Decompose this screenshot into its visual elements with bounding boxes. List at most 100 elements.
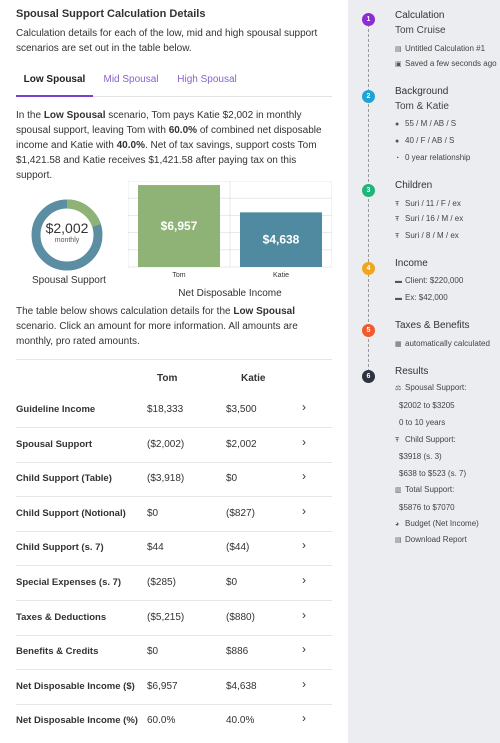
row-value-tom[interactable]: ($3,918) <box>147 473 185 485</box>
chevron-right-icon[interactable]: › <box>302 573 306 587</box>
row-value-katie[interactable]: $4,638 <box>226 680 257 692</box>
chevron-right-icon[interactable]: › <box>302 676 306 691</box>
table-row[interactable]: Net Disposable Income ($) $6,957 $4,638 › <box>16 670 332 705</box>
step-number-badge[interactable]: 6 <box>362 370 375 383</box>
step-title[interactable]: Calculation <box>395 10 445 21</box>
table-row[interactable]: Child Support (s. 7) $44 ($44) › <box>16 531 332 567</box>
detail-icon: ▤ <box>395 46 402 53</box>
detail-icon: Ŧ <box>395 201 400 208</box>
chevron-right-icon[interactable]: › <box>302 607 306 622</box>
table-row[interactable]: Child Support (Notional) $0 ($827) › <box>16 497 332 532</box>
result-value: 0 to 10 years <box>399 418 446 427</box>
result-value: $638 to $523 (s. 7) <box>399 469 467 478</box>
row-value-katie[interactable]: ($880) <box>226 611 255 623</box>
chevron-right-icon[interactable]: › <box>302 538 306 553</box>
row-label: Taxes & Deductions <box>16 611 107 623</box>
row-value-tom[interactable]: $0 <box>147 646 159 658</box>
row-value-tom[interactable]: 60.0% <box>147 715 176 727</box>
row-value-katie[interactable]: $2,002 <box>226 438 257 450</box>
result-item[interactable]: Ŧ Child Support: <box>395 435 456 444</box>
summary-text: of combined net disposable income and Ka… <box>16 125 322 151</box>
column-header-katie: Katie <box>241 373 266 384</box>
row-value-tom[interactable]: $18,333 <box>147 404 184 415</box>
spousal-support-donut <box>31 199 103 271</box>
table-row[interactable]: Spousal Support ($2,002) $2,002 › <box>16 428 332 463</box>
result-item[interactable]: ▤ Download Report <box>395 535 467 544</box>
result-value: $3918 (s. 3) <box>399 452 442 461</box>
table-row[interactable]: Child Support (Table) ($3,918) $0 › <box>16 462 332 498</box>
table-row[interactable]: Net Disposable Income (%) 60.0% 40.0% › <box>16 704 332 739</box>
step-title[interactable]: Children <box>395 180 433 191</box>
step-number-badge[interactable]: 1 <box>362 13 375 26</box>
row-value-tom[interactable]: ($2,002) <box>147 438 185 450</box>
detail-text: 40 / F / AB / S <box>405 136 455 145</box>
row-value-katie[interactable]: $0 <box>226 473 238 485</box>
row-label: Benefits & Credits <box>16 646 99 658</box>
result-label: Download Report <box>405 535 467 544</box>
row-value-tom[interactable]: $44 <box>147 542 164 554</box>
result-item[interactable]: ◕ Budget (Net Income) <box>395 519 479 528</box>
step-number-badge[interactable]: 3 <box>362 184 375 197</box>
row-value-tom[interactable]: $6,957 <box>147 680 178 692</box>
result-value: $5876 to $7070 <box>399 503 455 512</box>
summary-text: . Net of tax savings, support costs Tom … <box>16 140 317 181</box>
row-value-katie[interactable]: 40.0% <box>226 715 255 727</box>
result-item[interactable]: ▥ Total Support: <box>395 485 454 494</box>
bar-data-label: $4,638 <box>263 233 300 247</box>
result-item[interactable]: ⚖ Spousal Support: <box>395 383 466 392</box>
donut-highlight-segment <box>31 199 103 271</box>
step-detail: ▬ Client: $220,000 <box>395 276 463 285</box>
row-value-katie[interactable]: ($827) <box>226 507 255 519</box>
row-value-katie[interactable]: $886 <box>226 646 249 658</box>
step-detail: ▦ automatically calculated <box>395 339 490 348</box>
row-value-katie[interactable]: $3,500 <box>226 404 257 415</box>
detail-text: Client: $220,000 <box>405 276 464 285</box>
chevron-right-icon[interactable]: › <box>302 711 306 726</box>
chevron-right-icon[interactable]: › <box>302 434 306 449</box>
chevron-right-icon[interactable]: › <box>302 503 306 518</box>
result-icon: ◕ <box>395 521 400 528</box>
intro-text: scenario. Click an amount for more infor… <box>16 321 298 347</box>
detail-icon: ▬ <box>395 278 402 285</box>
row-value-tom[interactable]: ($5,215) <box>147 611 185 623</box>
column-header-tom: Tom <box>157 373 178 384</box>
step-title[interactable]: Income <box>395 258 428 269</box>
step-number-badge[interactable]: 5 <box>362 324 375 337</box>
step-title[interactable]: Background <box>395 86 449 97</box>
step-number-badge[interactable]: 2 <box>362 90 375 103</box>
detail-icon: ● <box>395 121 400 128</box>
table-row[interactable]: Guideline Income $18,333 $3,500 › <box>16 393 332 428</box>
step-title[interactable]: Results <box>395 366 429 377</box>
table-row[interactable]: Taxes & Deductions ($5,215) ($880) › <box>16 601 332 636</box>
chevron-right-icon[interactable]: › <box>302 400 306 414</box>
scenario-tabs: Low Spousal Mid Spousal High Spousal <box>16 68 332 97</box>
row-value-katie[interactable]: ($44) <box>226 542 250 554</box>
row-value-katie[interactable]: $0 <box>226 577 238 588</box>
detail-text: 0 year relationship <box>405 153 471 162</box>
x-tick-label: Katie <box>273 272 289 279</box>
step-number-badge[interactable]: 4 <box>362 262 375 275</box>
table-row[interactable]: Special Expenses (s. 7) ($285) $0 › <box>16 566 332 601</box>
result-icon: ▤ <box>395 537 402 544</box>
row-value-tom[interactable]: ($285) <box>147 577 176 588</box>
tab-low-spousal[interactable]: Low Spousal <box>16 68 93 97</box>
tab-high-spousal[interactable]: High Spousal <box>177 74 237 85</box>
bar-tom <box>138 185 220 267</box>
row-label: Special Expenses (s. 7) <box>16 577 122 588</box>
detail-text: automatically calculated <box>405 339 490 348</box>
bar-katie <box>240 212 322 267</box>
donut-center: $2,002 monthly <box>30 220 104 245</box>
summary-text: scenario, Tom pays Katie $2,002 in month… <box>16 110 302 136</box>
chevron-right-icon[interactable]: › <box>302 469 306 484</box>
result-label: Total Support: <box>405 485 455 494</box>
detail-icon: ◔ <box>395 155 400 162</box>
tab-mid-spousal[interactable]: Mid Spousal <box>103 74 159 85</box>
row-label: Child Support (Notional) <box>16 507 126 519</box>
step-subtitle: Tom Cruise <box>395 25 446 36</box>
step-title[interactable]: Taxes & Benefits <box>395 320 470 331</box>
chevron-right-icon[interactable]: › <box>302 642 306 657</box>
table-row[interactable]: Benefits & Credits $0 $886 › <box>16 635 332 671</box>
detail-icon: Ŧ <box>395 233 400 240</box>
table-intro: The table below shows calculation detail… <box>16 304 334 349</box>
row-value-tom[interactable]: $0 <box>147 507 159 519</box>
